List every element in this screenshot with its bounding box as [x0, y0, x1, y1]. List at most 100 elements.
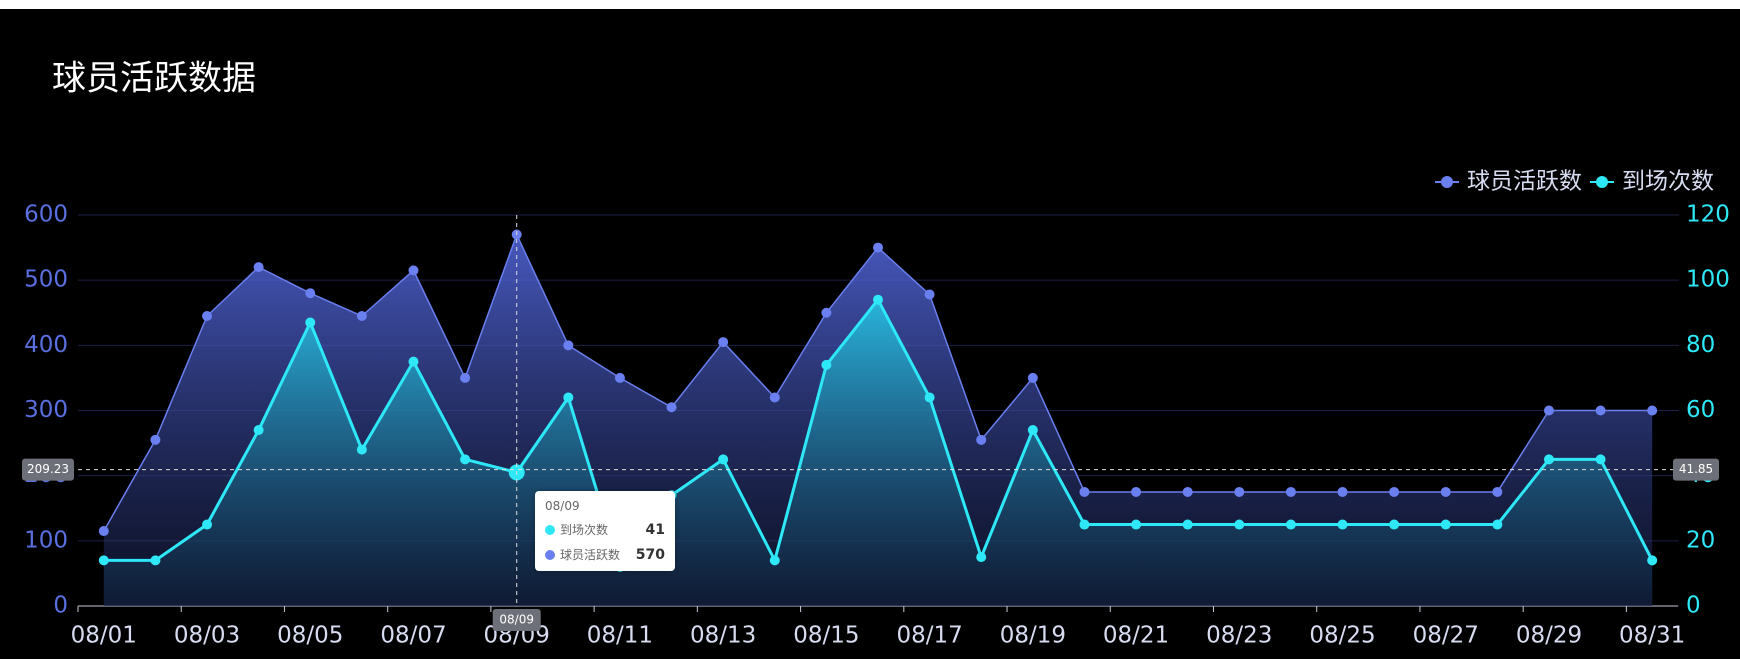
y-tick-label: 300	[24, 397, 68, 423]
point	[1182, 519, 1193, 530]
point	[1595, 405, 1606, 416]
y-tick-label: 500	[24, 267, 68, 293]
point	[1389, 486, 1400, 497]
point	[98, 555, 109, 566]
top-strip	[0, 0, 1740, 9]
point	[1543, 454, 1554, 465]
y-tick-label: 0	[53, 593, 68, 619]
point	[305, 317, 316, 328]
y2-tick-label: 0	[1686, 593, 1701, 619]
point	[1131, 486, 1142, 497]
x-tick-label: 08/07	[380, 623, 446, 649]
x-tick-label: 08/11	[587, 623, 653, 649]
y2-tick-label: 120	[1686, 202, 1730, 228]
x-tick-label: 08/13	[690, 623, 756, 649]
point	[976, 552, 987, 563]
y-tick-label: 600	[24, 202, 68, 228]
point	[1285, 519, 1296, 530]
y-tick-label: 100	[24, 527, 68, 553]
y2-tick-label: 100	[1686, 267, 1730, 293]
x-tick-label: 08/21	[1103, 623, 1169, 649]
x-tick-label: 08/03	[174, 623, 240, 649]
pointer-label-bg	[1673, 458, 1719, 481]
point	[1079, 486, 1090, 497]
legend-label: 球员活跃数	[1467, 169, 1582, 195]
x-tick-label: 08/27	[1413, 623, 1479, 649]
point	[976, 434, 987, 445]
x-tick-label: 08/15	[793, 623, 859, 649]
point	[769, 392, 780, 403]
point	[1337, 486, 1348, 497]
pointer-label: 41.85	[1679, 462, 1713, 476]
x-tick-label: 08/19	[1000, 623, 1066, 649]
point	[460, 372, 471, 383]
tooltip-dot	[545, 524, 555, 535]
pointer-label-bg	[22, 458, 74, 481]
point	[1389, 519, 1400, 530]
tooltip-row: 球员活跃数 570	[545, 546, 665, 563]
point	[202, 311, 213, 322]
pointer-label-bg	[492, 609, 541, 631]
point	[769, 555, 780, 566]
point	[666, 402, 677, 413]
point	[1440, 486, 1451, 497]
legend-icon	[1441, 176, 1453, 188]
point	[718, 454, 729, 465]
y-tick-label: 400	[24, 332, 68, 358]
tooltip-row: 到场次数 41	[545, 521, 665, 538]
point	[718, 337, 729, 348]
x-tick-label: 08/17	[896, 623, 962, 649]
point	[1182, 486, 1193, 497]
pointer-label: 209.23	[27, 462, 69, 476]
x-tick-label: 08/23	[1206, 623, 1272, 649]
y2-tick-label: 80	[1686, 332, 1715, 358]
point	[1027, 372, 1038, 383]
point	[563, 340, 574, 351]
point	[924, 289, 935, 300]
point	[821, 359, 832, 370]
point	[1079, 519, 1090, 530]
chart-title: 球员活跃数据	[52, 59, 256, 99]
tooltip-title: 08/09	[545, 499, 580, 513]
point	[1234, 519, 1245, 530]
point	[614, 372, 625, 383]
pointer-label: 08/09	[499, 613, 534, 627]
x-tick-label: 08/31	[1619, 623, 1685, 649]
point	[253, 425, 264, 436]
x-tick-label: 08/25	[1309, 623, 1375, 649]
point	[1492, 486, 1503, 497]
point	[1492, 519, 1503, 530]
point	[1131, 519, 1142, 530]
tooltip-name: 到场次数	[560, 523, 609, 537]
x-tick-label: 08/05	[277, 623, 343, 649]
point	[356, 311, 367, 322]
y2-tick-label: 60	[1686, 397, 1715, 423]
tooltip: 08/09 到场次数 41 球员活跃数 570	[535, 491, 675, 571]
tooltip-name: 球员活跃数	[560, 548, 621, 562]
point	[202, 519, 213, 530]
point	[1543, 405, 1554, 416]
point	[253, 262, 264, 273]
point	[563, 392, 574, 403]
point	[873, 294, 883, 305]
legend-icon	[1596, 176, 1608, 188]
point	[408, 265, 419, 276]
x-tick-label: 08/01	[71, 623, 137, 649]
point	[305, 288, 316, 299]
point	[821, 307, 832, 318]
tooltip-value: 41	[645, 521, 665, 538]
point	[1440, 519, 1451, 530]
point	[1647, 555, 1658, 566]
area	[103, 299, 1653, 606]
point	[150, 434, 161, 445]
point	[924, 392, 935, 403]
point	[408, 356, 419, 367]
point	[1595, 454, 1606, 465]
point	[1234, 486, 1245, 497]
point	[460, 454, 471, 465]
point	[1285, 486, 1296, 497]
point	[873, 242, 883, 253]
point	[98, 526, 109, 537]
